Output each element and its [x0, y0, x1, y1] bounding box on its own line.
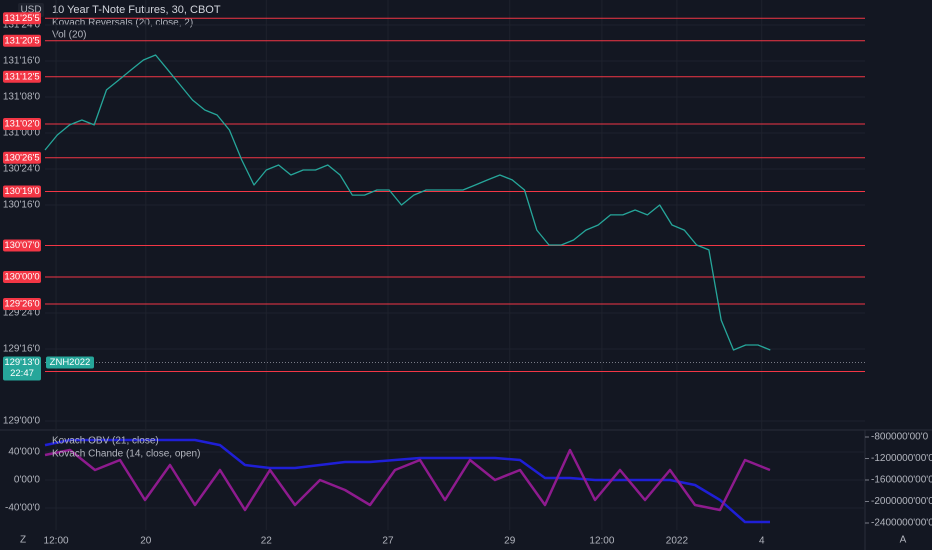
legend-label: Kovach Chande (14, close, open) — [52, 449, 200, 460]
y-tick-label: 0'00'0 — [14, 475, 41, 486]
indicator-label: Vol (20) — [52, 30, 86, 41]
y2-tick-label: -800000'00'0 — [871, 432, 929, 443]
level-label: 130'19'0 — [4, 186, 39, 197]
x-tick-label: 22 — [261, 536, 273, 547]
symbol: ZNH2022 — [50, 357, 91, 368]
level-label-box — [3, 12, 41, 25]
x-tick-label: 12:00 — [44, 536, 69, 547]
x-tick-label: 4 — [759, 536, 765, 547]
y2-tick-label: -1200000'00'0 — [871, 453, 932, 464]
x-tick-label: 20 — [140, 536, 152, 547]
series-line — [44, 438, 770, 524]
x-tick-label: 2022 — [666, 536, 689, 547]
level-label-box — [3, 151, 41, 164]
y-tick-label: 131'08'0 — [3, 92, 41, 103]
y2-tick-label: -2400000'00'0 — [871, 518, 932, 529]
y-tick-label: 130'24'0 — [3, 164, 41, 175]
y-tick-label: 130'16'0 — [3, 200, 41, 211]
y-tick-label: 129'24'0 — [3, 308, 41, 319]
symbol-box — [46, 356, 94, 369]
current-price: 129'13'0 — [4, 357, 39, 368]
level-label: 130'00'0 — [4, 272, 39, 283]
level-label: 131'25'5 — [4, 13, 39, 24]
level-label-box — [3, 70, 41, 83]
y-tick-label: 131'16'0 — [3, 56, 41, 67]
level-label: 131'02'0 — [4, 119, 39, 130]
y-tick-label: 129'16'0 — [3, 344, 41, 355]
current-price-box — [3, 356, 41, 381]
level-label-box — [3, 185, 41, 198]
level-label: 130'07'0 — [4, 240, 39, 251]
level-label-box — [3, 117, 41, 130]
level-label: 131'12'5 — [4, 71, 39, 82]
indicator-label: Kovach Reversals (20, close, 2) — [52, 18, 193, 29]
y-tick-label: 40'00'0 — [8, 447, 40, 458]
x-tick-label: 12:00 — [589, 536, 614, 547]
x-tick-label: 27 — [382, 536, 394, 547]
y-tick-label: -40'00'0 — [5, 503, 40, 514]
y2-tick-label: -1600000'00'0 — [871, 475, 932, 486]
legend-label: Kovach OBV (21, close) — [52, 436, 159, 447]
level-label-box — [3, 239, 41, 252]
y-tick-label: 131'00'0 — [3, 128, 41, 139]
y2-tick-label: -2000000'00'0 — [871, 496, 932, 507]
chart-title: 10 Year T-Note Futures, 30, CBOT — [52, 4, 221, 16]
level-label: 129'26'0 — [4, 299, 39, 310]
y-tick-label: 129'00'0 — [3, 416, 41, 427]
level-label-box — [3, 34, 41, 47]
series-line — [44, 54, 771, 351]
level-label-box — [3, 270, 41, 283]
currency: USD — [20, 5, 41, 16]
x-tick-label: 29 — [504, 536, 516, 547]
timezone-button[interactable]: Z — [20, 535, 26, 546]
y-tick-label: 131'24'0 — [3, 20, 41, 31]
series-line — [44, 448, 771, 512]
auto-button[interactable]: A — [900, 535, 907, 546]
countdown: 22:47 — [10, 368, 34, 379]
level-label-box — [3, 297, 41, 310]
level-label: 130'26'5 — [4, 152, 39, 163]
level-label: 131'20'5 — [4, 35, 39, 46]
